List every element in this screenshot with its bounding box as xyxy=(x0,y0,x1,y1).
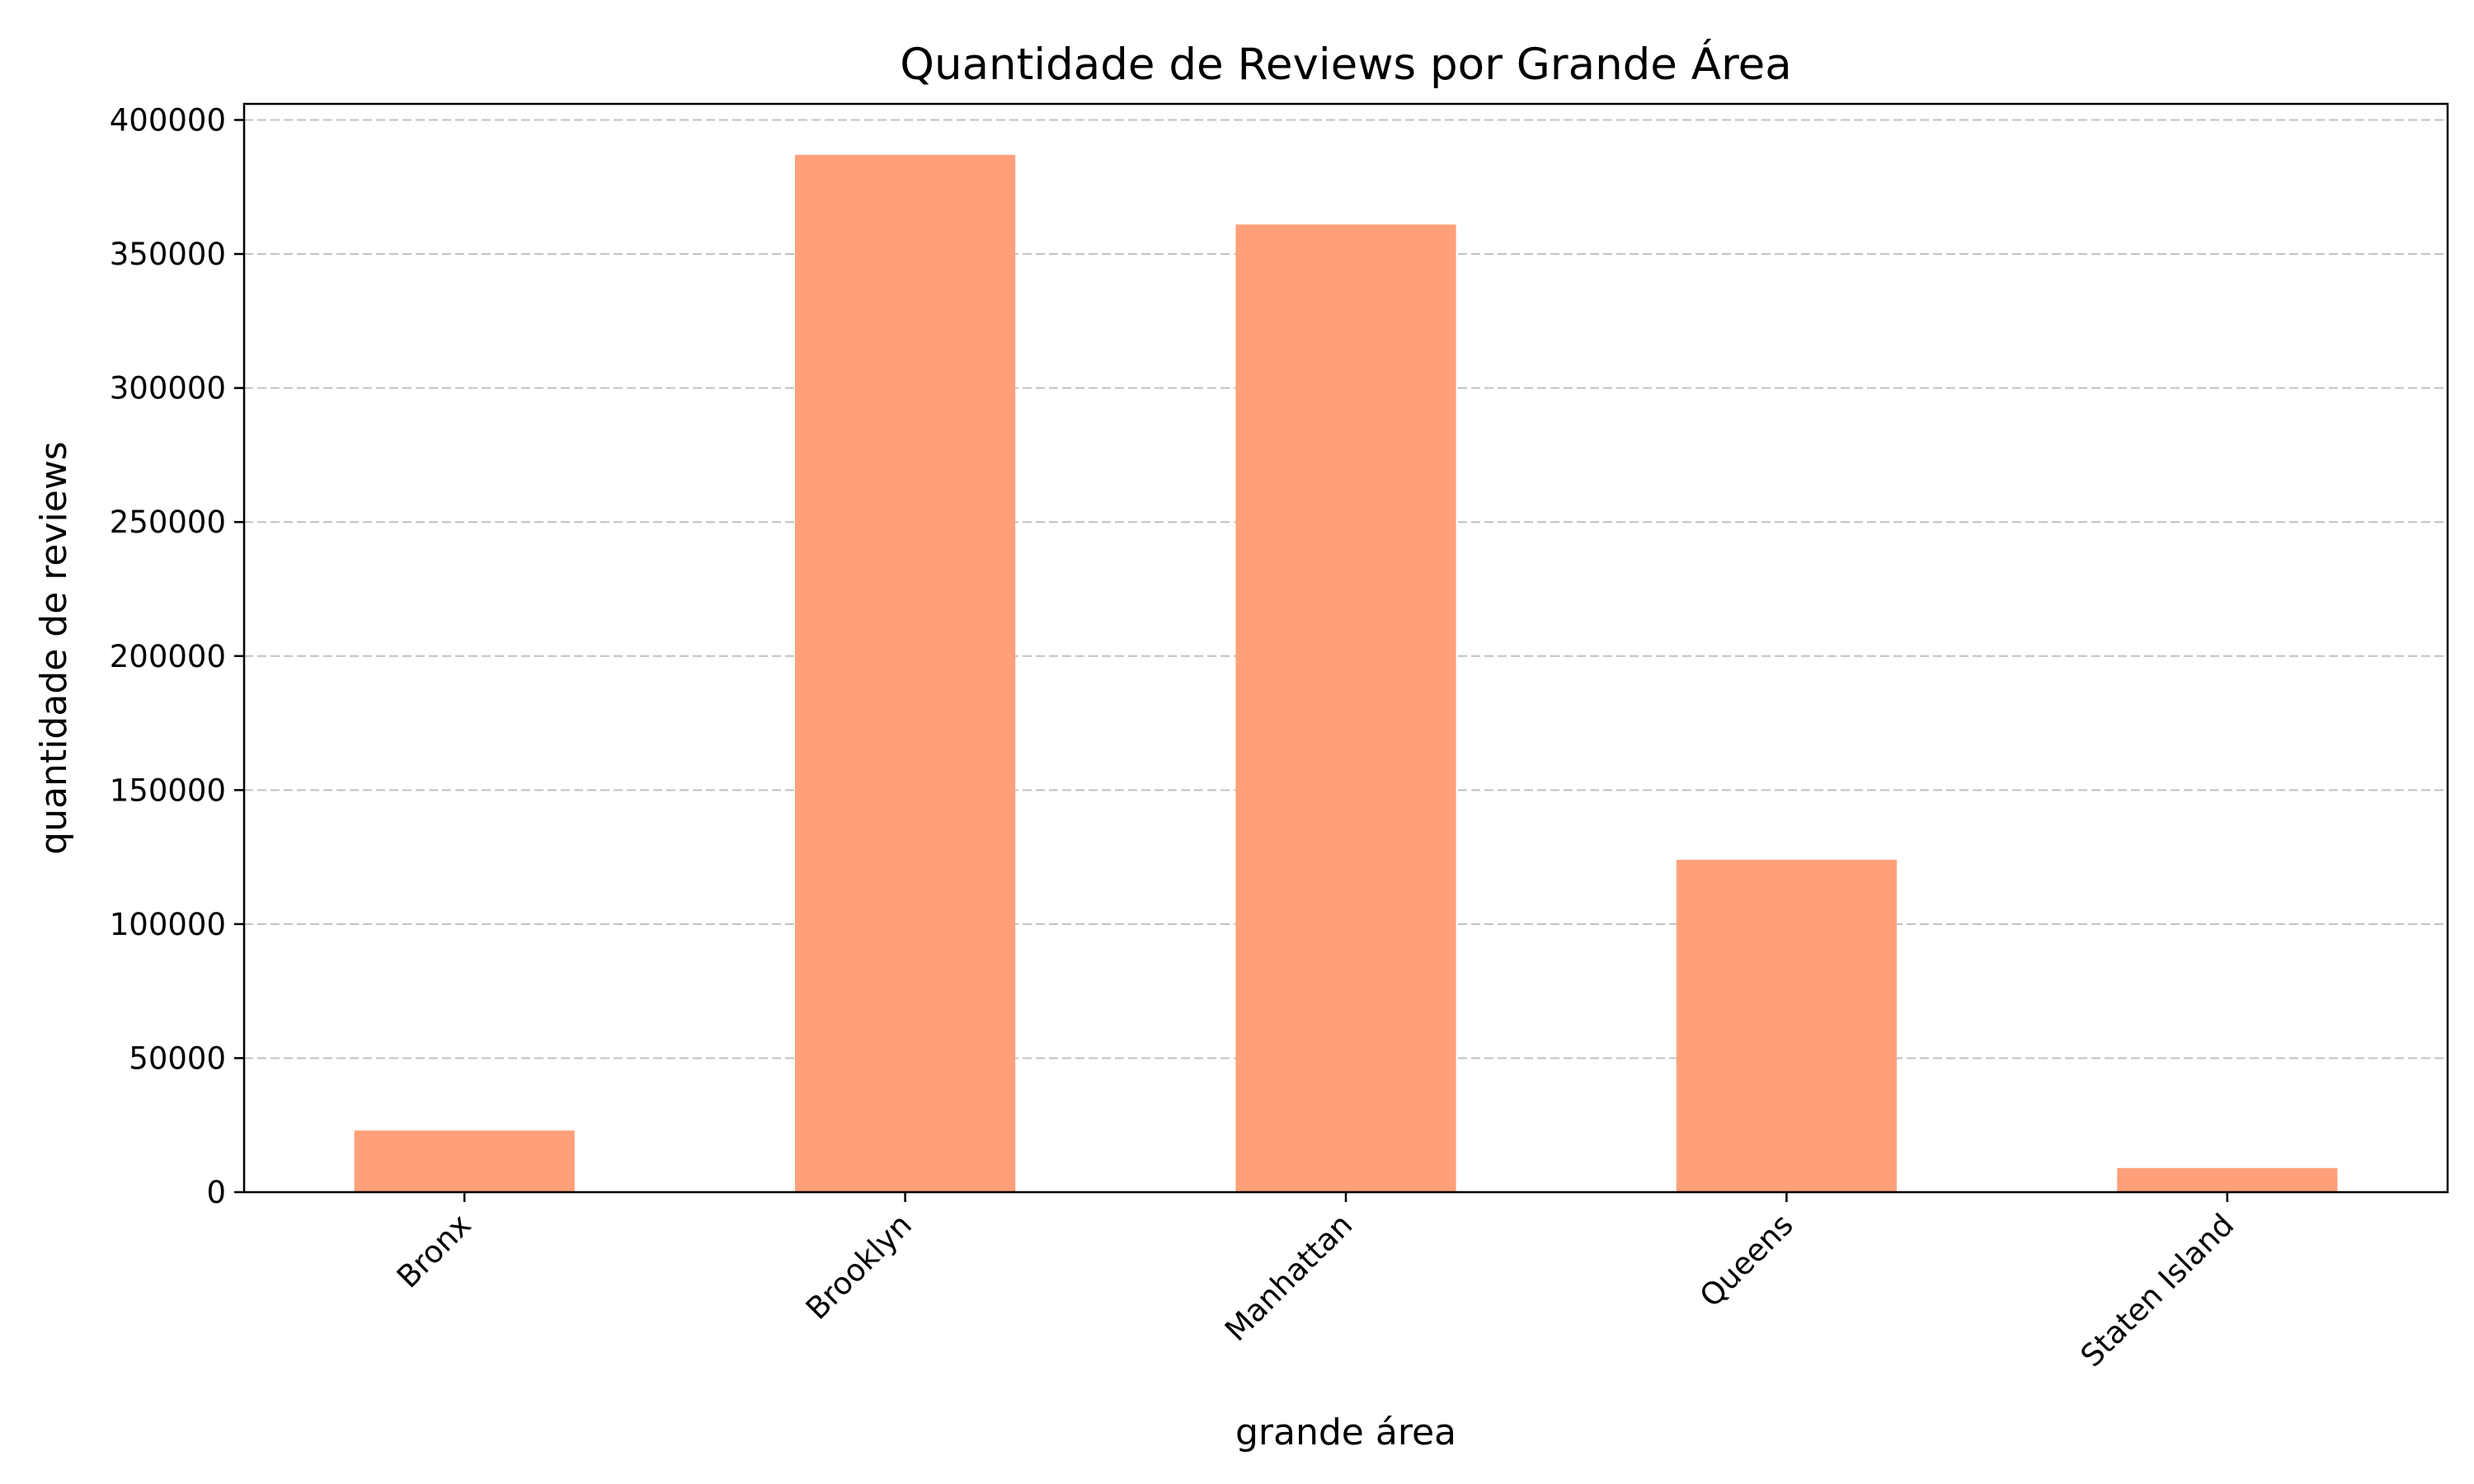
y-tick-label: 250000 xyxy=(110,505,226,540)
bar-bronx xyxy=(354,1130,575,1192)
bar-manhattan xyxy=(1235,224,1456,1192)
x-axis: Bronx Brooklyn Manhattan Queens Staten Islan… xyxy=(390,1192,2241,1374)
bar-queens xyxy=(1676,859,1897,1192)
y-axis: 0 50000 100000 150000 200000 250000 300000 3500… xyxy=(110,103,244,1210)
y-tick-label: 350000 xyxy=(110,237,226,272)
y-tick-label: 100000 xyxy=(110,907,226,942)
chart-title: Quantidade de Reviews por Grande Área xyxy=(900,38,1791,90)
bar-staten-island xyxy=(2117,1167,2338,1192)
y-tick-label: 50000 xyxy=(129,1040,226,1076)
y-tick-label: 0 xyxy=(206,1175,226,1210)
y-tick-label: 150000 xyxy=(110,773,226,808)
x-tick-label: Staten Island xyxy=(2074,1207,2241,1374)
bars-layer xyxy=(354,154,2338,1192)
y-axis-label: quantidade de reviews xyxy=(33,441,75,854)
y-tick-label: 400000 xyxy=(110,103,226,139)
x-tick-label: Manhattan xyxy=(1218,1207,1359,1348)
y-tick-label: 200000 xyxy=(110,639,226,674)
x-axis-label: grande área xyxy=(1235,1411,1456,1453)
x-tick-label: Bronx xyxy=(390,1207,478,1295)
x-tick-label: Brooklyn xyxy=(799,1207,919,1327)
bar-brooklyn xyxy=(795,154,1016,1192)
x-tick-label: Queens xyxy=(1693,1207,1800,1314)
y-tick-label: 300000 xyxy=(110,371,226,406)
